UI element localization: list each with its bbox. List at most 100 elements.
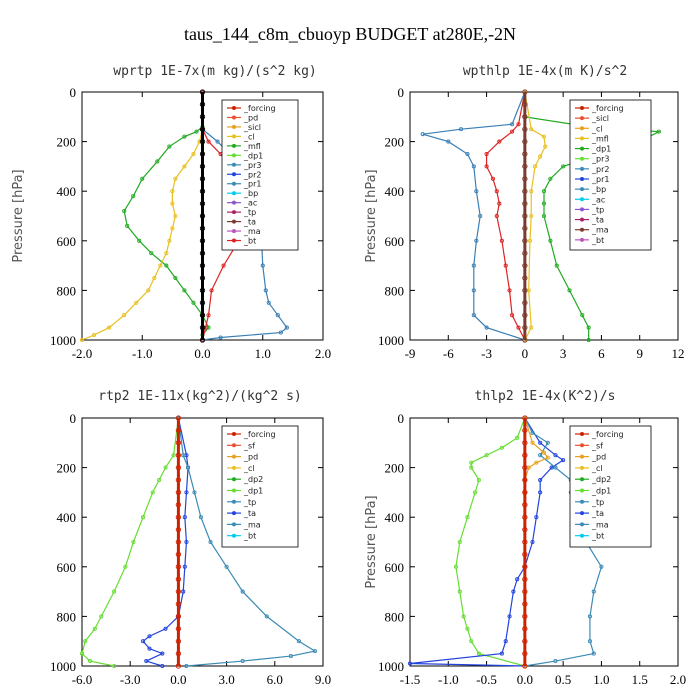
series-point	[199, 250, 206, 256]
legend-marker	[580, 207, 584, 212]
series-point	[522, 526, 528, 533]
series-point	[541, 189, 547, 194]
series-point	[92, 332, 97, 338]
series-point	[215, 139, 220, 144]
series-point	[175, 464, 182, 471]
series-point	[522, 551, 528, 558]
series-line-ac	[177, 417, 317, 667]
series-point	[181, 453, 186, 458]
x-tick-label: 1.5	[632, 672, 648, 687]
legend-marker	[580, 522, 584, 527]
series-point	[278, 330, 283, 335]
series-point	[107, 325, 112, 330]
series-point	[92, 626, 97, 631]
x-tick-label: 6.0	[267, 672, 283, 687]
legend-marker	[232, 200, 236, 205]
legend-marker	[232, 124, 236, 129]
legend-marker	[232, 238, 236, 243]
legend-label: _cl	[243, 464, 255, 473]
legend-label: _pr3	[243, 161, 261, 170]
legend-marker	[580, 126, 584, 131]
series-point	[522, 613, 528, 620]
series-point	[173, 275, 178, 281]
series-point	[522, 287, 528, 294]
series-point	[522, 440, 528, 446]
legend-label: _dp2	[243, 475, 263, 484]
series-point	[533, 164, 538, 169]
series-point	[199, 151, 206, 157]
series-point	[510, 129, 515, 134]
panel-4: thlp2 1E-4x(K^2)/s Pressure [hPa] -1.5 -1.0…	[364, 389, 686, 687]
series-point	[484, 151, 489, 157]
series-point	[175, 415, 182, 421]
series-point	[529, 213, 534, 219]
series-point	[522, 588, 528, 595]
series-point	[122, 313, 127, 318]
series-point	[170, 201, 175, 206]
legend-label: _ac	[591, 195, 605, 204]
series-point	[175, 564, 182, 570]
series-point	[240, 658, 245, 664]
series-point	[534, 460, 539, 465]
series-point	[131, 539, 136, 545]
legend-marker	[232, 181, 236, 186]
series-point	[522, 576, 528, 582]
series-point	[553, 658, 558, 664]
legend-label: _mfl	[243, 142, 261, 151]
series-point	[522, 337, 528, 343]
y-tick-label: 400	[385, 510, 405, 525]
series-point	[199, 213, 206, 219]
y-tick-label: 800	[385, 609, 405, 624]
y-tick-label: 0	[70, 85, 77, 100]
y-tick-label: 200	[57, 135, 77, 150]
series-point	[155, 159, 160, 164]
x-tick-label: -6.0	[72, 672, 93, 687]
series-point	[522, 514, 528, 520]
legend-marker	[232, 219, 236, 224]
series-point	[141, 639, 146, 644]
legend-marker	[232, 511, 236, 516]
legend-label: _bt	[591, 532, 604, 541]
series-point	[125, 223, 130, 228]
series-point	[548, 176, 553, 181]
series-point	[656, 129, 661, 134]
legend-marker	[232, 153, 236, 158]
series-point	[476, 477, 481, 483]
series-point	[407, 661, 413, 666]
series-point	[221, 263, 226, 268]
legend-label: _ta	[591, 216, 604, 225]
series-point	[515, 435, 520, 440]
legend-label: _ta	[243, 218, 256, 227]
y-tick-label: 800	[57, 609, 77, 624]
series-point	[175, 489, 182, 496]
legend-label: _dp1	[591, 145, 611, 154]
series-point	[541, 201, 547, 206]
x-tick-label: -6	[443, 346, 454, 361]
x-tick-label: 0.0	[517, 672, 533, 687]
series-point	[199, 262, 206, 269]
series-point	[209, 288, 214, 293]
series-point	[522, 539, 528, 545]
series-point	[296, 639, 301, 644]
legend-label: _ma	[591, 520, 609, 529]
series-point	[147, 634, 152, 639]
series-point	[522, 427, 528, 434]
series-point	[182, 288, 187, 293]
series-point	[474, 189, 479, 194]
series-point	[184, 663, 189, 669]
series-point	[264, 614, 269, 619]
series-point	[534, 515, 539, 520]
series-point	[175, 588, 182, 595]
legend-marker	[232, 465, 236, 470]
legend-marker	[580, 432, 584, 436]
series-point	[522, 238, 528, 244]
series-point	[522, 564, 528, 570]
series-point	[173, 176, 178, 181]
series-point	[181, 589, 186, 594]
legend-marker	[232, 477, 236, 482]
series-line-pr1	[81, 92, 204, 341]
series-point	[199, 176, 206, 182]
series-point	[503, 263, 508, 268]
series-point	[170, 226, 175, 231]
series-point	[522, 312, 528, 318]
